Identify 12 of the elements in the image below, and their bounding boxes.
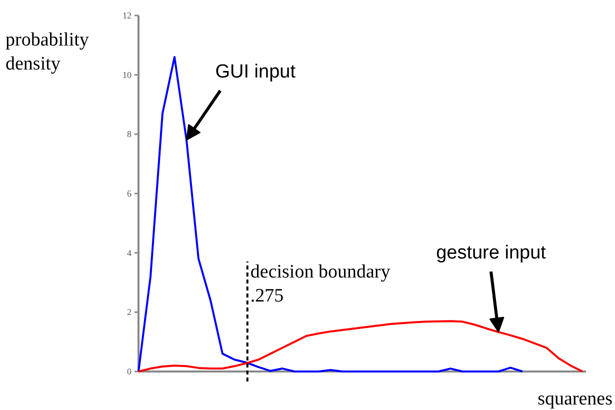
y-axis-title: probability density (6, 30, 90, 75)
x-axis-title: squarenes (538, 388, 613, 410)
y-tick-label: 0 (127, 366, 132, 376)
y-tick-label: 6 (127, 188, 132, 198)
y-tick-label: 8 (127, 129, 132, 140)
series-label: GUI input (215, 62, 296, 83)
y-tick-label: 12 (122, 10, 132, 20)
annotation: decision boundary .275 (250, 262, 391, 307)
y-tick-label: 10 (122, 70, 132, 80)
text: gesture input (436, 242, 547, 264)
y-tick-label: 2 (127, 307, 132, 318)
y-tick-label: 4 (127, 248, 132, 258)
